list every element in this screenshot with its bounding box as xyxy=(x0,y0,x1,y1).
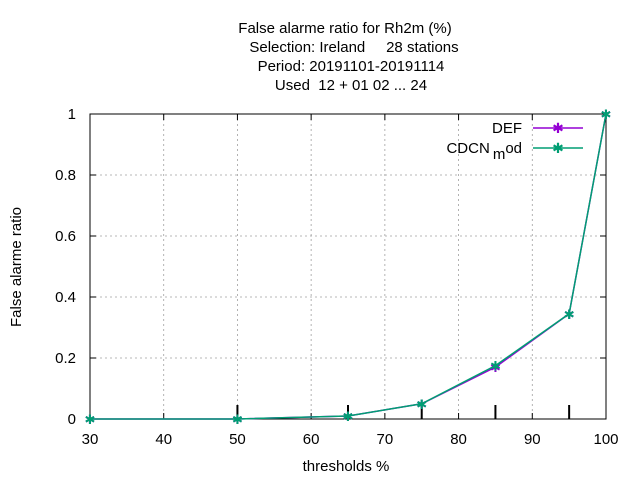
legend-marker-def: ✱ xyxy=(552,120,564,136)
legend-label-cdcn-mod: CDCN mod xyxy=(446,140,522,163)
legend-label-cdcn-tail: od xyxy=(505,140,522,157)
threshold-markers xyxy=(236,405,571,419)
series-group: ✱ ✱ ✱✱✱✱✱✱ ✱ ✱✱✱✱✱ xyxy=(85,107,612,427)
legend-marker-cdcn-mod: ✱ xyxy=(552,140,564,156)
series-point-1: ✱ xyxy=(85,412,96,427)
chart-title: False alarme ratio for Rh2m (%) Selectio… xyxy=(238,20,458,94)
x-tick-label: 50 xyxy=(229,431,246,448)
legend: DEF ✱ CDCN mod ✱ xyxy=(446,120,583,163)
series-point-0: ✱ xyxy=(490,360,501,375)
y-tick-label: 0 xyxy=(68,411,76,428)
y-tick-label: 0.8 xyxy=(55,167,76,184)
series-point-1: ✱ xyxy=(343,409,354,424)
legend-label-cdcn-sub: m xyxy=(493,146,506,163)
title-line-2: Selection: Ireland 28 stations xyxy=(249,39,458,56)
y-tick-label: 0.6 xyxy=(55,228,76,245)
y-tick-labels: 0 0.2 0.4 0.6 0.8 1 xyxy=(55,106,76,428)
series-point-1: ✱ xyxy=(232,412,243,427)
legend-label-cdcn-main: CDCN xyxy=(446,140,489,157)
x-tick-labels: 30 40 50 60 70 80 90 100 xyxy=(82,431,619,448)
series-point-1: ✱ xyxy=(416,397,427,412)
series-point-1: ✱ xyxy=(564,307,575,322)
y-tick-label: 0.2 xyxy=(55,350,76,367)
y-tick-label: 1 xyxy=(68,106,76,123)
axis-ticks xyxy=(89,113,607,420)
series-line-0 xyxy=(90,113,607,420)
title-line-3: Period: 20191101-20191114 xyxy=(258,58,445,75)
series-point-1: ✱ xyxy=(490,359,501,374)
x-tick-label: 60 xyxy=(303,431,320,448)
grid xyxy=(90,114,606,419)
series-point-1: ✱ xyxy=(601,107,612,122)
x-tick-label: 100 xyxy=(593,431,618,448)
y-tick-label: 0.4 xyxy=(55,289,76,306)
plot-frame xyxy=(89,113,607,420)
x-tick-label: 30 xyxy=(82,431,99,448)
title-line-1: False alarme ratio for Rh2m (%) xyxy=(238,20,451,37)
x-tick-label: 80 xyxy=(450,431,467,448)
x-tick-label: 90 xyxy=(524,431,541,448)
legend-label-def: DEF xyxy=(492,120,522,137)
series-line-1 xyxy=(90,113,607,420)
x-tick-label: 40 xyxy=(155,431,172,448)
x-axis-label: thresholds % xyxy=(303,458,390,475)
x-tick-label: 70 xyxy=(377,431,394,448)
y-axis-label: False alarme ratio xyxy=(8,207,25,327)
title-line-4: Used 12 + 01 02 ... 24 xyxy=(275,77,427,94)
